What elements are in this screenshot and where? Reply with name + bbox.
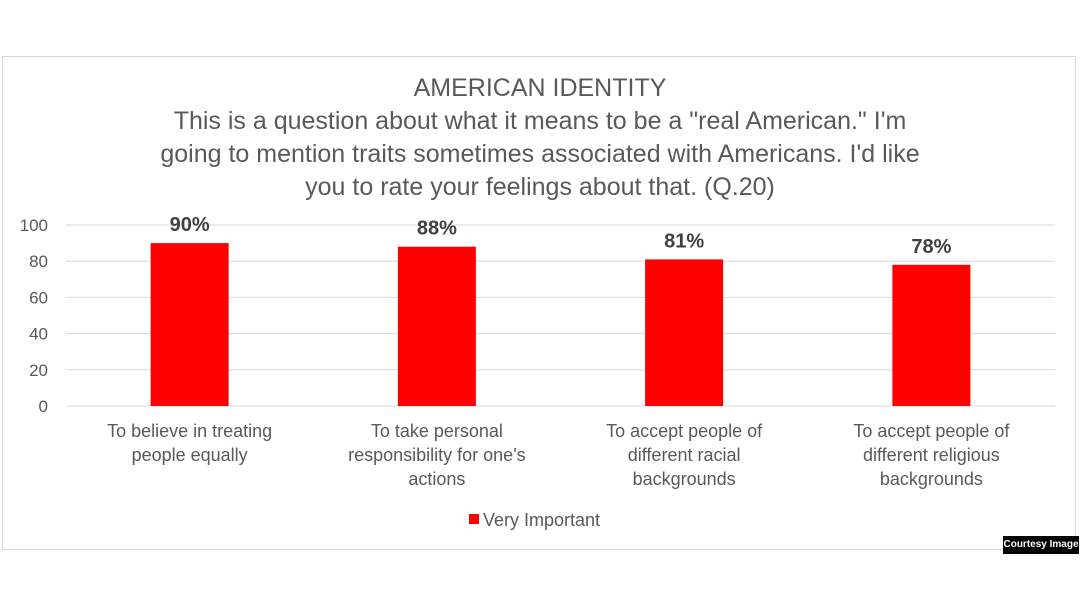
courtesy-image-badge: Courtesy Image [1003,536,1079,554]
data-label: 88% [417,218,457,240]
x-tick-label: actions [408,469,465,489]
bar [892,264,971,406]
x-tick-label: To accept people of [606,421,763,441]
chart-header: AMERICAN IDENTITY This is a question abo… [0,72,1080,204]
legend-swatch [469,514,479,524]
x-tick-label: backgrounds [880,469,983,489]
y-tick-label: 40 [29,325,48,344]
chart-subtitle-line-1: This is a question about what it means t… [173,107,907,135]
data-label: 90% [170,214,210,236]
x-tick-label: responsibility for one's [348,445,526,465]
y-tick-label: 20 [29,361,48,380]
data-label: 78% [911,236,951,258]
x-tick-label: backgrounds [633,469,736,489]
x-tick-label: different racial [628,445,741,465]
bar [150,243,229,406]
x-tick-label: To believe in treating [107,421,272,441]
y-tick-label: 100 [20,216,48,235]
x-tick-label: To take personal [371,421,503,441]
bar [397,246,476,406]
y-tick-label: 80 [29,252,48,271]
x-tick-label: different religious [863,445,1000,465]
legend-label: Very Important [483,510,600,530]
chart-subtitle-line-3: you to rate your feelings about that. (Q… [305,173,775,201]
data-label: 81% [664,230,704,252]
x-tick-label: people equally [132,445,248,465]
x-tick-label: To accept people of [853,421,1010,441]
chart-subtitle-line-2: going to mention traits sometimes associ… [160,140,920,168]
bar [645,259,724,406]
y-tick-label: 0 [39,397,48,416]
chart-title: AMERICAN IDENTITY [413,74,667,102]
y-tick-label: 60 [29,288,48,307]
